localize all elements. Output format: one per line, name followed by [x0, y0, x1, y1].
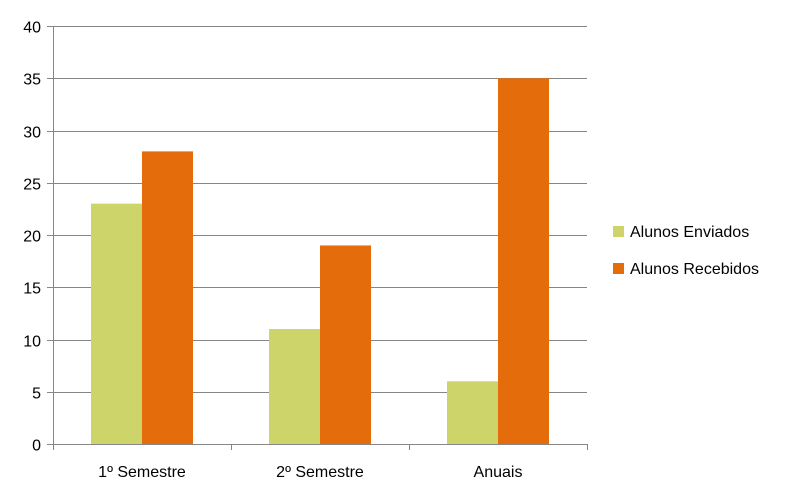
y-tick-label: 5 [32, 386, 41, 403]
bar-enviados-1 [269, 329, 320, 444]
bar-recebidos-2 [498, 78, 549, 444]
x-tick-label: 1º Semestre [98, 464, 186, 481]
bar-enviados-0 [91, 203, 142, 444]
bars [91, 78, 549, 444]
bar-recebidos-1 [320, 245, 371, 444]
y-tick-label: 0 [32, 438, 41, 455]
x-tick-label: 2º Semestre [276, 464, 364, 481]
y-tick-label: 35 [23, 72, 41, 89]
x-tick-label: Anuais [474, 464, 523, 481]
y-tick-label: 30 [23, 125, 41, 142]
legend-label: Alunos Enviados [630, 224, 749, 241]
x-axis-ticks: 1º Semestre 2º Semestre Anuais [53, 444, 588, 481]
bar-enviados-2 [447, 381, 498, 444]
bar-recebidos-0 [142, 151, 193, 444]
axes [53, 26, 587, 445]
legend-swatch [613, 226, 624, 237]
legend: Alunos Enviados Alunos Recebidos [613, 224, 759, 278]
y-tick-label: 10 [23, 334, 41, 351]
y-tick-label: 25 [23, 177, 41, 194]
legend-swatch [613, 263, 624, 274]
y-axis-ticks: 0 5 10 15 20 25 30 35 40 [23, 20, 53, 455]
y-tick-label: 15 [23, 281, 41, 298]
y-tick-label: 40 [23, 20, 41, 37]
y-tick-label: 20 [23, 229, 41, 246]
legend-label: Alunos Recebidos [630, 261, 759, 278]
